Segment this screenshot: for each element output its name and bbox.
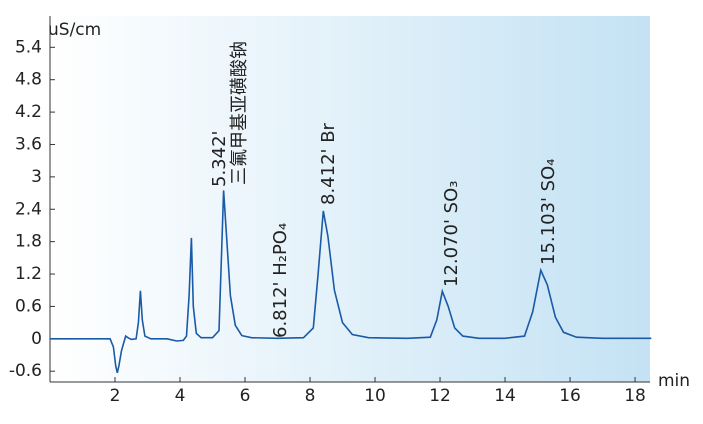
plot-background [50, 16, 650, 382]
x-tick-label: 6 [240, 386, 251, 406]
peak-annotation: 三氟甲基亚磺酸钠 [229, 41, 250, 185]
x-tick-label: 2 [110, 386, 121, 406]
y-tick-label: 2.4 [15, 199, 42, 219]
y-tick-label: 3.6 [15, 134, 42, 154]
y-tick-label: 4.8 [15, 70, 42, 90]
y-tick-label: 0 [31, 329, 42, 349]
x-axis-label: min [658, 371, 690, 391]
x-tick-label: 8 [305, 386, 316, 406]
y-tick-label: 1.8 [15, 232, 42, 252]
y-tick-label: 0.6 [15, 296, 42, 316]
peak-annotation: 5.342' [209, 131, 230, 187]
peak-annotation: 12.070' SO₃ [441, 181, 462, 287]
x-tick-label: 12 [429, 386, 451, 406]
x-tick-label: 10 [364, 386, 386, 406]
x-tick-label: 16 [559, 386, 581, 406]
y-axis-label: uS/cm [48, 20, 101, 40]
y-tick-label: 4.2 [15, 102, 42, 122]
peak-annotation: 8.412' Br [318, 122, 339, 205]
signal-line [50, 190, 652, 373]
y-tick-label: 5.4 [15, 37, 42, 57]
y-tick-label: 3 [31, 167, 42, 187]
x-tick-label: 18 [624, 386, 646, 406]
x-tick-label: 4 [175, 386, 186, 406]
y-tick-label: -0.6 [9, 361, 42, 381]
y-tick-label: 1.2 [15, 264, 42, 284]
peak-annotation: 15.103' SO₄ [538, 159, 559, 265]
x-tick-label: 14 [494, 386, 516, 406]
peak-annotation: 6.812' H₂PO₄ [270, 223, 291, 338]
